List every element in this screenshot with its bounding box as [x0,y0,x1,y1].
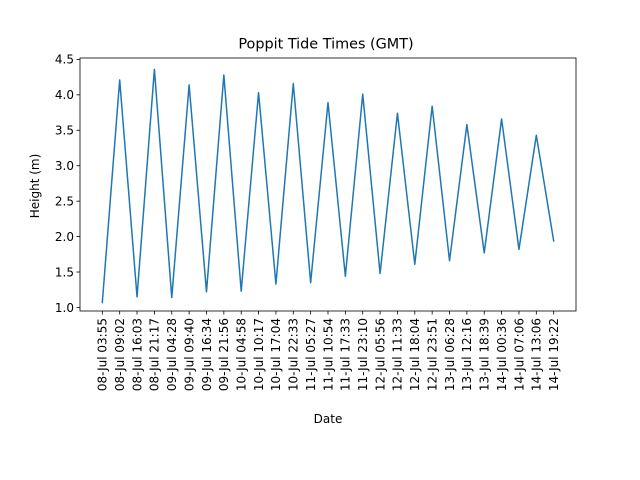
y-tick-label: 2.0 [55,230,74,244]
x-tick-label: 13-Jul 12:16 [460,318,474,391]
x-tick-label: 10-Jul 22:33 [287,318,301,391]
x-tick-label: 11-Jul 10:54 [321,318,335,391]
x-tick-label: 11-Jul 23:10 [356,318,370,391]
y-tick-label: 4.5 [55,53,74,67]
x-tick-label: 14-Jul 19:22 [547,318,561,391]
plot-area: 1.01.52.02.53.03.54.04.508-Jul 03:55 08-J… [55,53,577,391]
x-tick-label: 13-Jul 06:28 [443,318,457,391]
x-tick-label: 09-Jul 09:40 [182,318,196,391]
x-tick-label: 12-Jul 05:56 [373,318,387,391]
y-tick-label: 3.0 [55,159,74,173]
x-tick-label: 08-Jul 21:17 [148,318,162,391]
x-tick-label: 09-Jul 21:56 [217,318,231,391]
x-tick-label: 09-Jul 04:28 [165,318,179,391]
chart-title: Poppit Tide Times (GMT) [238,37,413,53]
x-tick-label: 10-Jul 17:04 [269,318,283,391]
y-tick-label: 1.5 [55,265,74,279]
x-tick-label: 08-Jul 03:55 [96,318,110,391]
x-axis-label: Date [314,412,343,426]
series-line-0 [101,68,555,304]
x-tick-label: 09-Jul 16:34 [200,318,214,391]
x-tick-label: 10-Jul 04:58 [235,318,249,391]
x-tick-label: 12-Jul 18:04 [408,318,422,391]
x-tick-label: 14-Jul 13:06 [530,318,544,391]
x-tick-label: 14-Jul 07:06 [512,318,526,391]
x-tick-label: 10-Jul 10:17 [252,318,266,391]
y-tick-label: 4.0 [55,88,74,102]
y-tick-label: 2.5 [55,194,74,208]
plot-frame [79,57,577,312]
x-tick-label: 13-Jul 18:39 [478,318,492,391]
x-tick-label: 08-Jul 09:02 [113,318,127,391]
x-tick-label: 12-Jul 23:51 [425,318,439,391]
x-tick-label: 14-Jul 00:36 [495,318,509,391]
x-tick-label: 11-Jul 05:27 [304,318,318,391]
y-tick-label: 3.5 [55,124,74,138]
x-tick-label: 12-Jul 11:33 [391,318,405,391]
x-tick-label: 11-Jul 17:33 [339,318,353,391]
y-tick-label: 1.0 [55,301,74,315]
y-axis-label: Height (m) [28,154,42,219]
x-tick-label: 08-Jul 16:03 [130,318,144,391]
